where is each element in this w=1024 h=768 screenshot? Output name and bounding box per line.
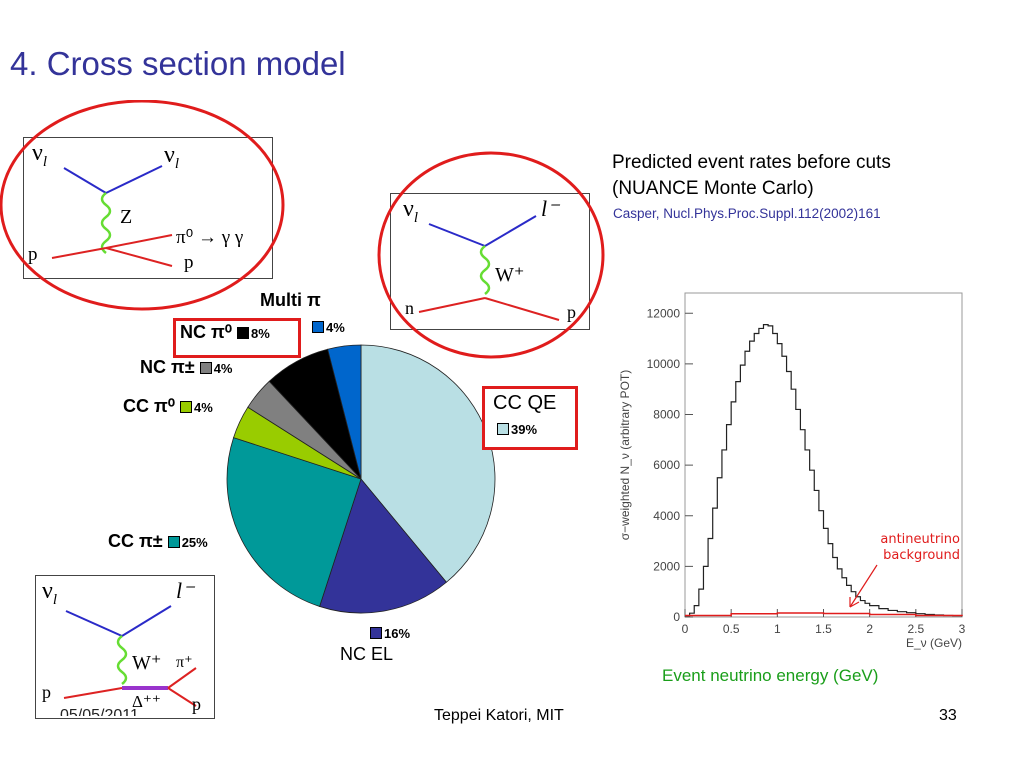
ccqe-highlight-box xyxy=(482,386,578,450)
pie-slice-multi- xyxy=(327,344,362,480)
annotation-line-2: background xyxy=(883,548,960,563)
pct-nc-el: 16% xyxy=(370,622,410,643)
nc-pi0-highlight-box xyxy=(173,318,301,358)
w-boson-label: W⁺ xyxy=(132,652,162,674)
y-tick-label: 6000 xyxy=(653,458,680,472)
y-tick-label: 2000 xyxy=(653,559,680,573)
x-tick-label: 0.5 xyxy=(723,622,740,636)
proton-out-label: p xyxy=(192,694,201,714)
energy-histogram: 0 2000 4000 6000 8000 10000 12000 0 0.5 1 1.5 2 2.5 3… xyxy=(618,292,966,650)
event-rates-heading: Predicted event rates before cuts (NUANC… xyxy=(612,150,891,202)
energy-caption: Event neutrino energy (GeV) xyxy=(662,666,879,685)
swatch-nc-pi0 xyxy=(237,327,250,340)
y-tick-label: 12000 xyxy=(647,306,681,320)
x-tick-label: 2 xyxy=(866,622,873,636)
antineutrino-histogram-line xyxy=(685,612,963,617)
z-boson-label: Z xyxy=(120,206,133,228)
ccpi-diagram: νl l⁻ W⁺ π⁺ Δ⁺⁺ p p xyxy=(35,575,215,719)
swatch-cc-pi0 xyxy=(180,401,193,414)
x-tick-label: 1.5 xyxy=(815,622,832,636)
nc-pi0-diagram: νl νl Z π⁰ → γ γ p p xyxy=(23,137,273,279)
label-nc-el: NC EL xyxy=(340,644,394,664)
highlight-circle-ccqe xyxy=(377,151,605,359)
label-cc-pipm: CC π± 25% xyxy=(108,531,208,551)
swatch-nc-pipm xyxy=(199,362,212,375)
y-tick-label: 4000 xyxy=(653,509,680,523)
delta-label: Δ⁺⁺ xyxy=(132,692,161,711)
y-tick-label: 0 xyxy=(673,610,680,624)
pct-multi-pi: 4% xyxy=(312,316,345,337)
x-tick-label: 1 xyxy=(774,622,781,636)
proton-in-label: p xyxy=(42,682,51,702)
pion-out-label: π⁺ xyxy=(176,654,193,671)
x-tick-label: 3 xyxy=(959,622,966,636)
pie-slice-nc-el xyxy=(319,478,447,614)
nu-in-label: νl xyxy=(32,140,48,170)
swatch-multi-pi xyxy=(312,321,324,334)
nu-in-label: νl xyxy=(42,578,58,608)
pie-slice-cc- xyxy=(226,437,362,607)
event-rate-pie-chart xyxy=(226,344,496,614)
neutron-label: n xyxy=(405,298,414,318)
x-axis-label: E_ν (GeV) xyxy=(906,636,962,650)
w-boson-label: W⁺ xyxy=(495,264,525,286)
label-multi-pi: Multi π xyxy=(260,290,321,310)
nu-out-label: νl xyxy=(164,142,180,172)
proton-in-label: p xyxy=(28,244,38,265)
pi0-decay-label: π⁰ → γ γ xyxy=(176,227,244,248)
y-axis-label: σ−weighted N_ν (arbitrary POT) xyxy=(618,370,632,540)
event-rates-line2: (NUANCE Monte Carlo) xyxy=(612,178,814,199)
event-rates-line1: Predicted event rates before cuts xyxy=(612,152,891,173)
swatch-cc-pipm xyxy=(167,536,180,549)
proton-out-label: p xyxy=(184,252,194,273)
page-number: 33 xyxy=(939,707,957,724)
annotation-line-1: antineutrino xyxy=(880,532,960,547)
label-cc-pi0: CC π⁰ 4% xyxy=(123,396,213,416)
annotation-arrowhead xyxy=(849,597,860,608)
neutrino-histogram-line xyxy=(685,324,963,617)
page-title: 4. Cross section model xyxy=(10,45,346,82)
footer-author: Teppei Katori, MIT xyxy=(434,707,564,724)
x-tick-label: 0 xyxy=(682,622,689,636)
swatch-ccqe xyxy=(497,423,509,436)
footer-date: 05/05/2011 xyxy=(60,707,139,724)
proton-out-label: p xyxy=(567,302,576,322)
nu-in-label: νl xyxy=(403,196,419,226)
y-tick-label: 10000 xyxy=(647,357,681,371)
highlight-circle-nc-pi0 xyxy=(0,100,285,311)
pct-ccqe: 39% xyxy=(497,418,537,439)
label-ccqe: CC QE xyxy=(493,392,557,414)
ccqe-diagram: νl l⁻ W⁺ n p xyxy=(390,193,590,330)
lepton-label: l⁻ xyxy=(176,578,194,603)
y-tick-label: 8000 xyxy=(653,408,680,422)
lepton-label: l⁻ xyxy=(541,196,559,221)
citation: Casper, Nucl.Phys.Proc.Suppl.112(2002)16… xyxy=(613,206,881,221)
x-tick-label: 2.5 xyxy=(907,622,924,636)
swatch-nc-el xyxy=(370,627,382,640)
plot-frame xyxy=(684,292,963,618)
label-nc-pi0: NC π⁰ 8% xyxy=(180,322,270,342)
label-nc-pipm: NC π± 4% xyxy=(140,357,233,377)
annotation-arrow xyxy=(849,564,878,608)
